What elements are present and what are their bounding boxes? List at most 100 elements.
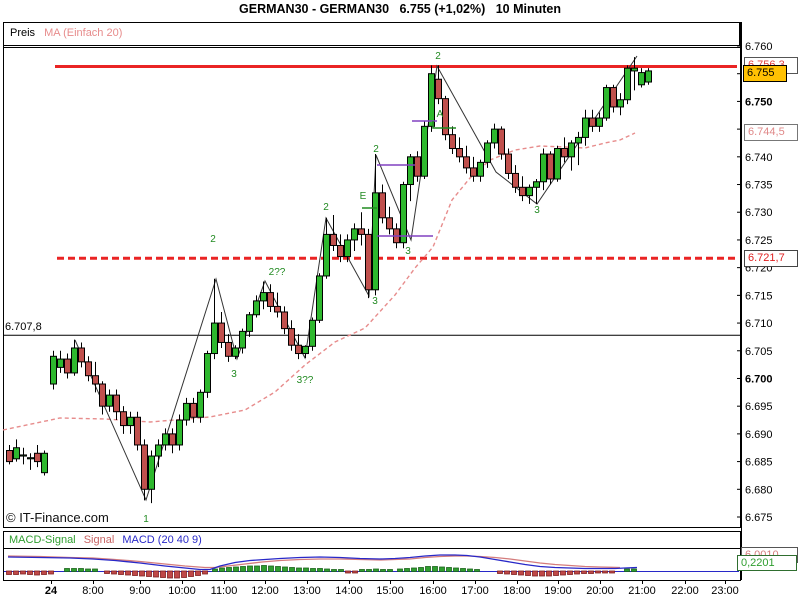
candle-body[interactable] (519, 186, 526, 197)
candle-body[interactable] (491, 128, 498, 144)
candle-body[interactable] (477, 161, 484, 177)
candle-body[interactable] (449, 134, 456, 150)
macd-signal-legend-label[interactable]: Signal (83, 534, 115, 546)
candle-body[interactable] (603, 87, 610, 119)
candle-body[interactable] (526, 186, 533, 197)
candle-body[interactable] (113, 394, 120, 413)
candle-body[interactable] (211, 322, 218, 355)
candle-body[interactable] (302, 345, 309, 355)
candle-body[interactable] (85, 361, 92, 377)
candle-body[interactable] (169, 433, 176, 446)
candle-body[interactable] (540, 153, 547, 183)
candle-body[interactable] (127, 416, 134, 427)
candle-body[interactable] (78, 347, 85, 363)
candle-body[interactable] (470, 167, 477, 177)
candle-body[interactable] (13, 447, 20, 460)
candle-body[interactable] (20, 454, 27, 457)
candle-body[interactable] (120, 411, 127, 427)
candle-body[interactable] (372, 192, 379, 291)
candle-body[interactable] (421, 125, 428, 177)
candle-body[interactable] (358, 228, 365, 235)
candle-body[interactable] (617, 99, 624, 108)
candle-body[interactable] (463, 156, 470, 169)
candle-body[interactable] (568, 142, 575, 158)
candle-body[interactable] (246, 314, 253, 332)
candle-body[interactable] (456, 148, 463, 158)
candle-body[interactable] (106, 394, 113, 407)
candle-body[interactable] (162, 433, 169, 446)
candle-body[interactable] (596, 117, 603, 127)
candle-body[interactable] (435, 78, 442, 100)
candle-body[interactable] (260, 292, 267, 302)
candle-body[interactable] (64, 358, 71, 374)
candle-body[interactable] (99, 383, 106, 407)
candle-body[interactable] (190, 402, 197, 418)
candle-body[interactable] (57, 358, 64, 368)
candle-body[interactable] (197, 391, 204, 418)
candle-body[interactable] (512, 172, 519, 188)
candle-body[interactable] (386, 217, 393, 230)
candle-body[interactable] (155, 444, 162, 457)
candle-body[interactable] (561, 148, 568, 158)
macd-hist-legend-label[interactable]: MACD-Signal (9, 534, 76, 546)
candle-body[interactable] (547, 153, 554, 180)
candle-body[interactable] (575, 136, 582, 144)
candle-body[interactable] (414, 156, 421, 177)
candle-body[interactable] (323, 233, 330, 277)
candle-body[interactable] (498, 128, 505, 155)
macd-signal-line[interactable] (7, 555, 621, 569)
macd-line-legend-label[interactable]: MACD (20 40 9) (122, 534, 202, 546)
candle-body[interactable] (610, 87, 617, 108)
candle-body[interactable] (638, 72, 645, 86)
candle-body[interactable] (27, 457, 34, 460)
candle-body[interactable] (274, 305, 281, 313)
candle-body[interactable] (41, 452, 48, 474)
candle-body[interactable] (309, 319, 316, 347)
candle-body[interactable] (253, 300, 260, 316)
candle-body[interactable] (134, 416, 141, 446)
candle-body[interactable] (281, 311, 288, 330)
candle-body[interactable] (554, 148, 561, 180)
candle-body[interactable] (288, 328, 295, 346)
candle-body[interactable] (183, 402, 190, 421)
candle-body[interactable] (232, 347, 239, 357)
candle-body[interactable] (624, 67, 631, 101)
macd-line[interactable] (7, 554, 638, 571)
candle-body[interactable] (148, 455, 155, 490)
candle-body[interactable] (176, 419, 183, 446)
candle-body[interactable] (34, 452, 41, 463)
candle-body[interactable] (225, 341, 232, 357)
candle-body[interactable] (589, 117, 596, 127)
candle-body[interactable] (267, 292, 274, 307)
candle-body[interactable] (239, 330, 246, 349)
candle-body[interactable] (6, 450, 13, 463)
level-line-label: 6.707,8 (5, 321, 42, 333)
candle-body[interactable] (92, 375, 99, 385)
candle-body[interactable] (344, 239, 351, 258)
ma-legend-label[interactable]: MA (Einfach 20) (44, 27, 123, 39)
candle-body[interactable] (204, 353, 211, 393)
candle-body[interactable] (645, 70, 652, 83)
candle-body[interactable] (50, 355, 57, 385)
candle-body[interactable] (582, 117, 589, 138)
candle-body[interactable] (71, 347, 78, 374)
candle-body[interactable] (400, 184, 407, 244)
candle-body[interactable] (218, 322, 225, 343)
candle-body[interactable] (141, 444, 148, 490)
wave-label-3: 3 (231, 369, 237, 380)
candle-body[interactable] (337, 244, 344, 258)
candle-body[interactable] (407, 156, 414, 186)
candle-body[interactable] (365, 233, 372, 291)
candle-body[interactable] (351, 228, 358, 241)
candle-body[interactable] (533, 181, 540, 188)
candle-body[interactable] (379, 192, 386, 219)
candle-body[interactable] (316, 275, 323, 321)
candle-body[interactable] (505, 153, 512, 174)
candle-body[interactable] (295, 344, 302, 355)
candle-body[interactable] (484, 142, 491, 163)
candle-body[interactable] (330, 233, 337, 246)
candle-body[interactable] (428, 73, 435, 127)
candle-body[interactable] (631, 67, 638, 72)
candle-body[interactable] (442, 98, 449, 136)
